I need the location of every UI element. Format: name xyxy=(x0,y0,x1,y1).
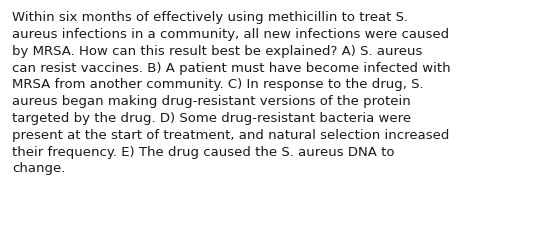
Text: Within six months of effectively using methicillin to treat S.
aureus infections: Within six months of effectively using m… xyxy=(12,11,451,175)
